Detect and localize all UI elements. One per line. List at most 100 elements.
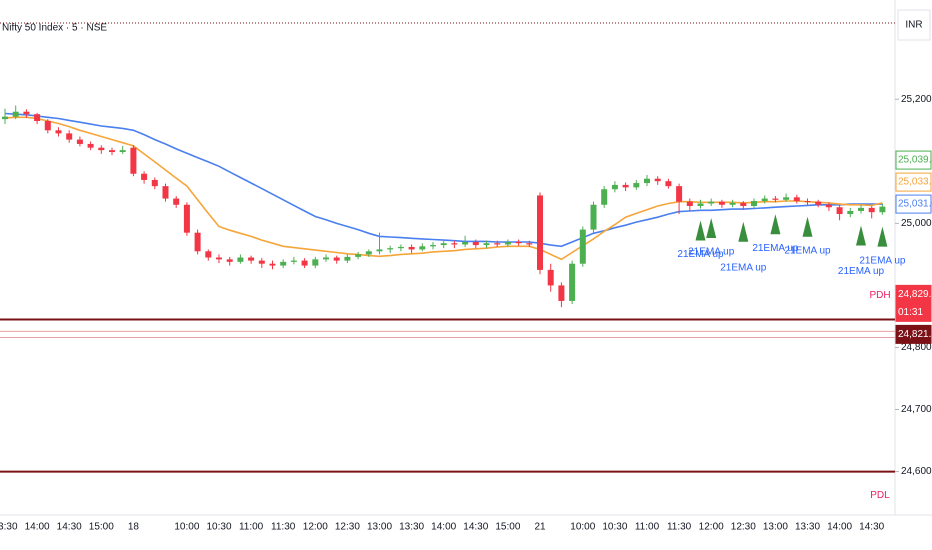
- candle-body: [569, 263, 576, 301]
- x-tick-label: 13:00: [367, 522, 392, 533]
- y-tick-label: 25,000.00: [901, 218, 932, 229]
- price-label-box: [895, 194, 932, 214]
- price-label-box: [895, 172, 932, 192]
- candle-body: [751, 201, 757, 206]
- x-tick-label: 11:00: [239, 522, 264, 533]
- candle-body: [408, 246, 415, 250]
- candle-body: [793, 197, 800, 202]
- y-tick-label: 24,800.00: [901, 342, 932, 353]
- candle-body: [119, 150, 126, 153]
- candle-body: [258, 260, 265, 264]
- candle-body: [269, 263, 276, 266]
- candle-body: [301, 260, 308, 266]
- price-label: 24,821.10: [898, 329, 932, 340]
- candle-body: [761, 198, 768, 202]
- x-tick-label: 12:30: [335, 522, 360, 533]
- x-tick-label: 14:00: [431, 522, 456, 533]
- candle-body: [66, 133, 73, 140]
- price-label: 25,033.16: [898, 177, 932, 188]
- signal-marker: [770, 214, 781, 235]
- x-tick-label: 12:30: [731, 522, 756, 533]
- x-tick-label: 13:30: [0, 522, 18, 533]
- signal-marker: [738, 221, 749, 242]
- signal-marker: [695, 220, 706, 241]
- x-tick-label: 14:00: [827, 522, 852, 533]
- price-label: 25,031.09: [898, 199, 932, 210]
- candle-body: [216, 257, 222, 260]
- signal-label: 21EMA up: [720, 262, 767, 273]
- candle-body: [290, 260, 297, 262]
- candle-body: [783, 197, 790, 200]
- candle-body: [537, 195, 543, 270]
- candle-body: [825, 204, 832, 208]
- candle-body: [708, 201, 715, 204]
- candle-body: [462, 241, 469, 245]
- candle-body: [44, 120, 51, 131]
- candle-body: [654, 178, 661, 182]
- y-tick-label: 25,200.00: [901, 94, 932, 105]
- candle-body: [804, 201, 811, 203]
- candle-body: [622, 184, 629, 188]
- candle-body: [718, 201, 725, 205]
- candle-body: [76, 139, 83, 144]
- candle-body: [740, 202, 747, 206]
- candle-body: [579, 229, 586, 264]
- price-label-countdown: 01:31: [898, 307, 923, 318]
- currency: INR: [905, 20, 922, 31]
- signal-label: 21EMA up: [859, 255, 906, 266]
- level-label: PDH: [869, 290, 890, 301]
- x-tick-label: 10:30: [206, 522, 231, 533]
- x-tick-label: 14:30: [859, 522, 884, 533]
- candle-body: [355, 254, 362, 257]
- y-tick-label: 24,700.00: [901, 404, 932, 415]
- candle-body: [440, 243, 447, 246]
- signal-marker: [706, 218, 717, 238]
- signal-label: 21EMA up: [752, 243, 799, 254]
- ema-line: [4, 116, 883, 261]
- signal-label: 21EMA up: [784, 245, 831, 256]
- x-tick-label: 15:00: [89, 522, 114, 533]
- candle-body: [472, 241, 479, 246]
- price-label: 25,039.80: [898, 155, 932, 166]
- candle-body: [151, 179, 158, 187]
- signal-marker: [802, 216, 813, 237]
- x-tick-label: 13:30: [399, 522, 424, 533]
- x-tick-label: 13:30: [795, 522, 820, 533]
- candle-body: [665, 181, 672, 187]
- candle-body: [494, 243, 501, 245]
- signal-label: 21EMA up: [688, 247, 735, 258]
- candle-body: [558, 285, 565, 301]
- x-tick-label: 14:30: [57, 522, 82, 533]
- x-tick-label: 11:00: [635, 522, 660, 533]
- candle-body: [815, 201, 822, 205]
- candle-body: [365, 251, 372, 255]
- candle-body: [397, 246, 404, 249]
- candle-body: [109, 150, 115, 153]
- candle-body: [226, 259, 233, 262]
- candle-body: [2, 116, 8, 120]
- candle-body: [162, 186, 169, 199]
- x-tick-label: 11:30: [271, 522, 296, 533]
- x-tick-label: 10:00: [174, 522, 199, 533]
- candle-body: [430, 245, 436, 247]
- candle-body: [205, 251, 212, 258]
- y-tick-label: 24,600.00: [901, 466, 932, 477]
- candle-body: [130, 147, 137, 174]
- x-tick-label: 12:00: [699, 522, 724, 533]
- x-tick-label: 18: [128, 522, 140, 533]
- signal-label: 21EMA up: [838, 266, 885, 277]
- candle-body: [483, 243, 490, 246]
- candle-body: [526, 243, 533, 245]
- price-label-box: [895, 150, 932, 170]
- candle-body: [34, 114, 41, 121]
- x-tick-label: 14:30: [463, 522, 488, 533]
- candle-body: [686, 201, 693, 206]
- x-tick-label: 10:30: [602, 522, 627, 533]
- candle-body: [173, 198, 180, 205]
- candle-body: [141, 173, 148, 180]
- candle-body: [644, 178, 650, 184]
- candle-body: [248, 257, 255, 261]
- candle-body: [879, 206, 886, 213]
- candle-body: [87, 143, 94, 148]
